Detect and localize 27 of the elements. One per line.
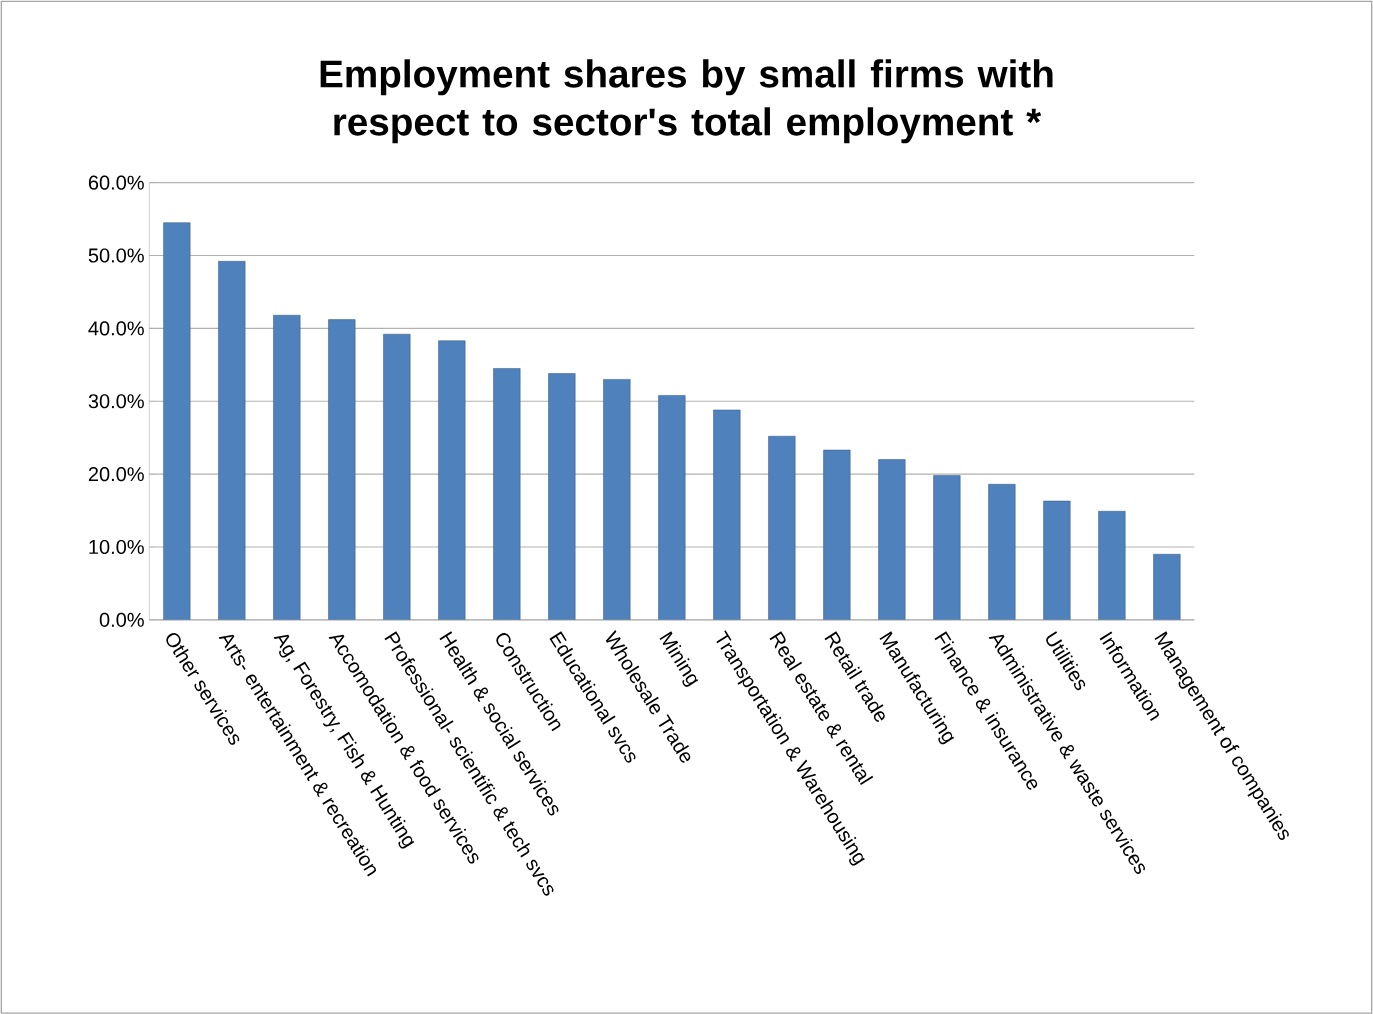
y-tick-label: 50.0% bbox=[88, 248, 144, 263]
y-tick-label: 30.0% bbox=[88, 393, 144, 409]
bar bbox=[273, 314, 301, 620]
bar bbox=[603, 378, 631, 620]
bar bbox=[383, 333, 411, 620]
y-tick-label: 0.0% bbox=[99, 612, 144, 627]
bar bbox=[988, 483, 1016, 620]
bar bbox=[328, 319, 356, 620]
bar bbox=[713, 409, 741, 620]
bar bbox=[163, 222, 191, 620]
bar bbox=[823, 449, 851, 620]
bar bbox=[1153, 553, 1181, 620]
bar bbox=[933, 475, 961, 620]
bar bbox=[768, 435, 796, 620]
y-tick-label: 10.0% bbox=[89, 539, 144, 554]
bar bbox=[493, 367, 521, 620]
bar bbox=[438, 340, 466, 620]
bar bbox=[658, 394, 686, 620]
bar bbox=[1043, 500, 1071, 620]
bar bbox=[548, 373, 576, 620]
y-tick-label: 60.0% bbox=[88, 175, 144, 190]
bar bbox=[878, 459, 906, 620]
y-tick-label: 40.0% bbox=[88, 321, 144, 336]
y-tick-label: 20.0% bbox=[88, 466, 144, 481]
bar bbox=[218, 260, 246, 620]
chart-title: Employment shares by small firms with respect to sector's total employment * bbox=[320, 59, 1053, 144]
bar bbox=[1098, 510, 1126, 620]
